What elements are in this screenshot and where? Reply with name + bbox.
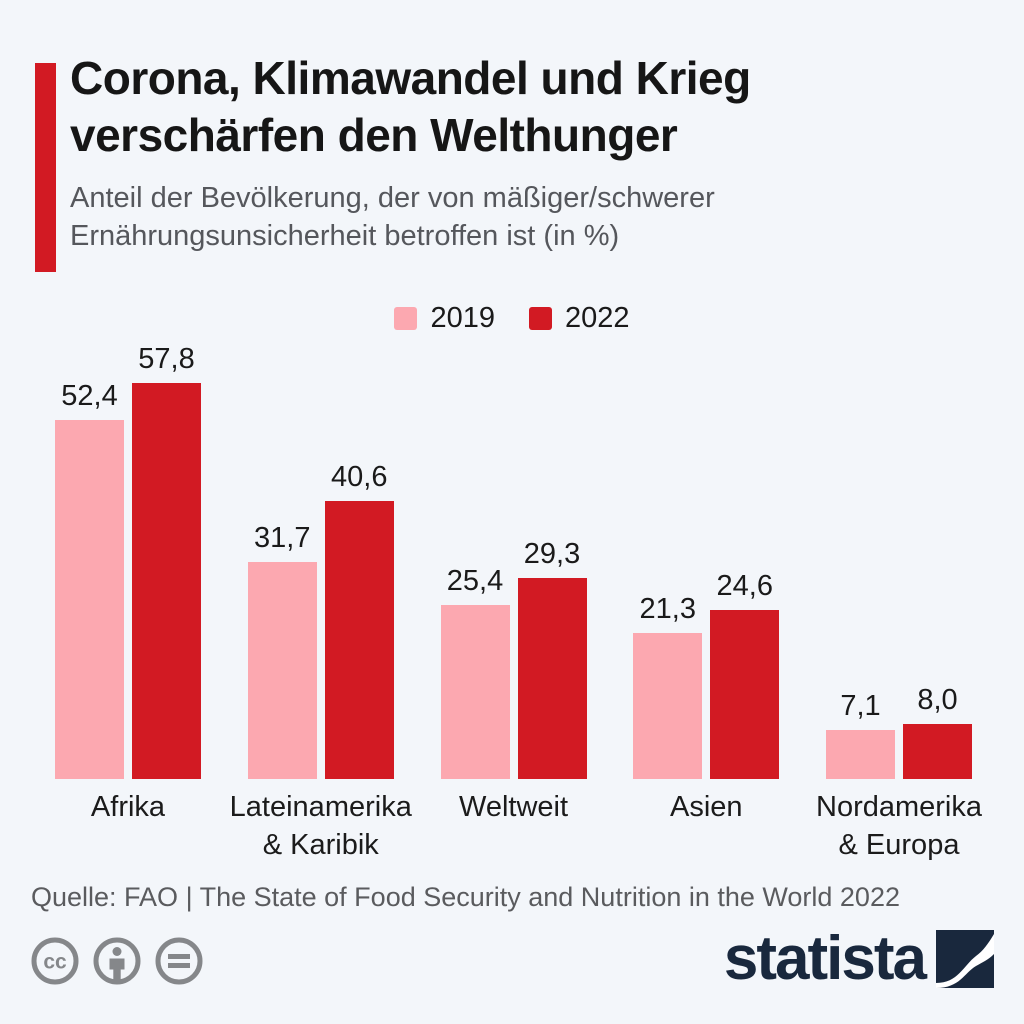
legend-item-2019: 2019 <box>394 302 495 335</box>
bar-2019 <box>826 730 895 779</box>
statista-logo-mark-icon <box>936 930 994 988</box>
category-label: Lateinamerika & Karibik <box>229 791 412 861</box>
value-label: 40,6 <box>331 461 388 493</box>
bar-with-label: 21,3 <box>633 593 703 779</box>
legend-swatch-2022-icon <box>529 307 552 330</box>
bar-2022 <box>517 578 587 779</box>
statista-logo: statista <box>724 928 994 990</box>
legend-label-2019: 2019 <box>430 302 495 334</box>
bar-group: 25,4 29,3 Weltweit <box>440 345 587 823</box>
value-label: 21,3 <box>639 593 696 625</box>
svg-text:cc: cc <box>43 951 67 974</box>
source-line: Quelle: FAO | The State of Food Security… <box>31 882 900 912</box>
bar-with-label: 52,4 <box>55 380 124 779</box>
legend-label-2022: 2022 <box>565 302 630 334</box>
bar-2022 <box>132 383 201 779</box>
bar-chart: 52,4 57,8 Afrika 31,7 40,6 Lateinamerika & Ka… <box>55 343 982 875</box>
statista-wordmark: statista <box>723 924 927 993</box>
bar-with-label: 40,6 <box>324 461 394 779</box>
license-icons: cc <box>30 936 204 986</box>
bar-2019 <box>440 605 510 779</box>
bar-2022 <box>903 724 972 779</box>
page-subtitle: Anteil der Bevölkerung, der von mäßiger/… <box>70 182 715 253</box>
bar-2019 <box>247 562 317 779</box>
bar-with-label: 57,8 <box>132 343 201 779</box>
bar-group: 31,7 40,6 Lateinamerika & Karibik <box>230 345 412 861</box>
value-label: 31,7 <box>254 522 311 554</box>
bar-with-label: 25,4 <box>440 565 510 779</box>
value-label: 52,4 <box>61 380 118 412</box>
bar-group: 7,1 8,0 Nordamerika & Europa <box>816 345 982 861</box>
bar-2022 <box>710 610 780 779</box>
bar-2022 <box>324 501 394 779</box>
category-label: Nordamerika & Europa <box>816 791 982 861</box>
no-derivatives-equals-icon <box>154 936 204 986</box>
bar-with-label: 7,1 <box>826 690 895 779</box>
title-accent-bar <box>35 63 56 272</box>
bar-with-label: 8,0 <box>903 684 972 779</box>
value-label: 25,4 <box>446 565 504 597</box>
chart-legend: 2019 2022 <box>0 302 1024 335</box>
bar-group: 52,4 57,8 Afrika <box>55 343 201 823</box>
bar-group: 21,3 24,6 Asien <box>633 345 780 823</box>
bar-2019 <box>55 420 124 779</box>
cc-icon: cc <box>30 936 80 986</box>
category-label: Weltweit <box>458 791 569 823</box>
legend-item-2022: 2022 <box>529 302 630 335</box>
bar-2019 <box>633 633 703 779</box>
bar-groups: 52,4 57,8 Afrika 31,7 40,6 Lateinamerika & Ka… <box>55 343 982 861</box>
value-label: 8,0 <box>917 684 958 716</box>
bar-with-label: 29,3 <box>517 538 587 779</box>
value-label: 29,3 <box>523 538 581 570</box>
value-label: 24,6 <box>716 570 773 602</box>
bar-with-label: 31,7 <box>247 522 317 779</box>
page-title: Corona, Klimawandel und Krieg verschärfe… <box>70 52 751 162</box>
bar-with-label: 24,6 <box>710 570 780 779</box>
category-label: Afrika <box>90 791 166 823</box>
value-label: 7,1 <box>840 690 881 722</box>
attribution-person-icon <box>92 936 142 986</box>
legend-swatch-2019-icon <box>394 307 418 330</box>
value-label: 57,8 <box>138 343 195 375</box>
header: Corona, Klimawandel und Krieg verschärfe… <box>70 50 751 256</box>
category-label: Asien <box>669 791 743 823</box>
